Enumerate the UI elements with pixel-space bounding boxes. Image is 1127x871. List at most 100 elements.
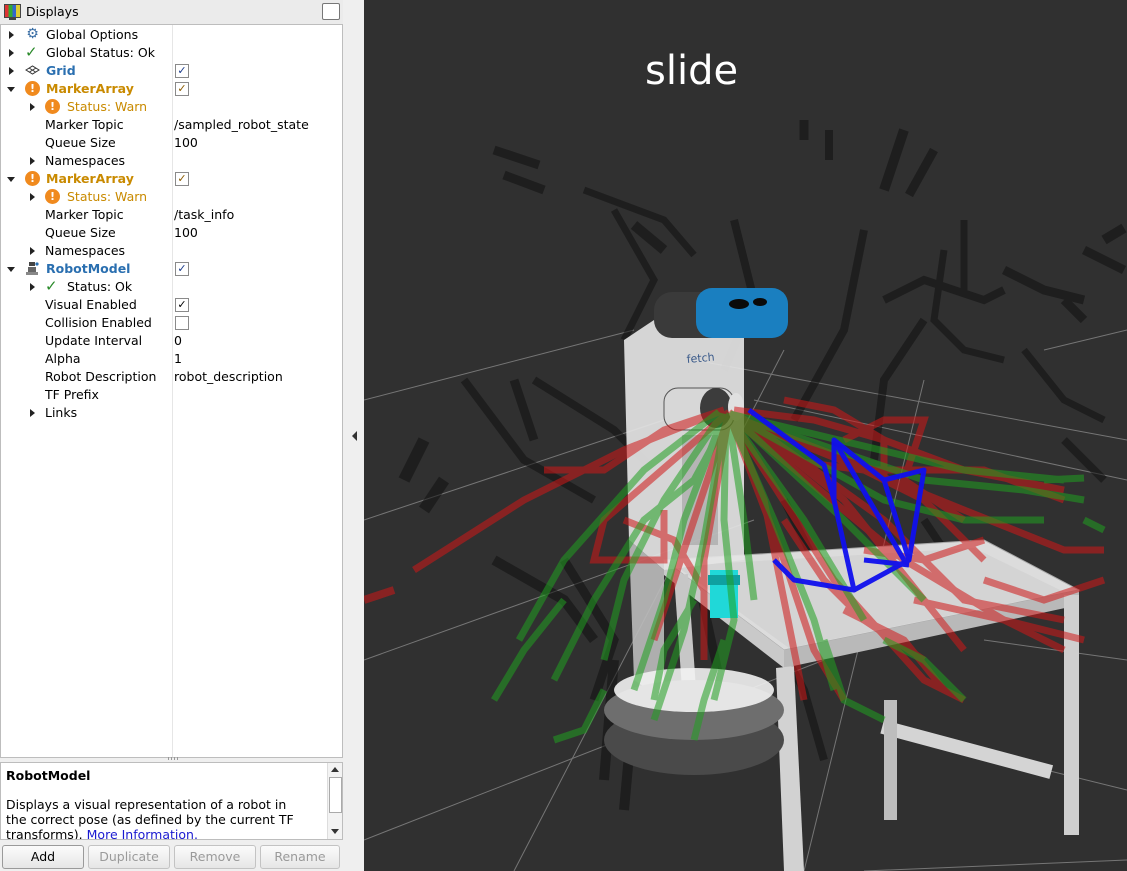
warning-icon: ! [45, 99, 60, 114]
tree-row-markerarray-2[interactable]: ! MarkerArray ✓ [1, 170, 342, 188]
warning-icon: ! [45, 189, 60, 204]
tree-label: Namespaces [45, 243, 126, 258]
displays-tree[interactable]: ⚙ Global Options ✓ Global Status: Ok Gri… [0, 24, 343, 758]
tree-label: MarkerArray [46, 171, 134, 186]
tree-row-global-options[interactable]: ⚙ Global Options [1, 26, 342, 44]
collapse-arrow-icon[interactable] [7, 87, 15, 92]
tree-label: Grid [46, 63, 76, 78]
tree-row-update-interval[interactable]: Update Interval 0 [1, 332, 342, 350]
tree-row-queue-size[interactable]: Queue Size 100 [1, 224, 342, 242]
expand-arrow-icon[interactable] [30, 283, 35, 291]
scroll-thumb[interactable] [329, 777, 342, 813]
displays-panel: Displays ⚙ Global Options ✓ Global Statu… [0, 0, 343, 871]
scene-text-label: slide [645, 48, 739, 94]
tree-label: TF Prefix [45, 387, 99, 402]
expand-arrow-icon[interactable] [30, 157, 35, 165]
tree-label: Global Options [46, 27, 139, 42]
scroll-down-icon[interactable] [331, 829, 339, 834]
tree-row-grid[interactable]: Grid ✓ [1, 62, 342, 80]
tree-label: Status: Warn [67, 99, 148, 114]
tree-row-tf-prefix[interactable]: TF Prefix [1, 386, 342, 404]
tree-row-robotmodel[interactable]: RobotModel ✓ [1, 260, 342, 278]
expand-arrow-icon[interactable] [9, 49, 14, 57]
panel-divider[interactable] [343, 0, 364, 871]
warning-icon: ! [25, 171, 40, 186]
remove-button[interactable]: Remove [174, 845, 256, 869]
marker-topic-value[interactable]: /sampled_robot_state [174, 117, 309, 132]
tree-label: Marker Topic [45, 117, 124, 132]
queue-size-value[interactable]: 100 [174, 225, 198, 240]
warning-icon: ! [25, 81, 40, 96]
update-interval-value[interactable]: 0 [174, 333, 182, 348]
tree-row-marker-topic[interactable]: Marker Topic /task_info [1, 206, 342, 224]
robotmodel-enabled-checkbox[interactable]: ✓ [175, 262, 189, 276]
tree-row-global-status[interactable]: ✓ Global Status: Ok [1, 44, 342, 62]
tree-label: Queue Size [45, 225, 116, 240]
description-body: Displays a visual representation of a ro… [6, 797, 306, 840]
tree-label: Update Interval [45, 333, 143, 348]
robot-description-value[interactable]: robot_description [174, 369, 283, 384]
tree-label: Status: Ok [67, 279, 133, 294]
tree-row-namespaces[interactable]: Namespaces [1, 152, 342, 170]
tree-label: Alpha [45, 351, 81, 366]
tree-row-visual-enabled[interactable]: Visual Enabled ✓ [1, 296, 342, 314]
blue-target-path [747, 407, 927, 593]
render-viewport[interactable]: fetch [364, 0, 1127, 871]
collapse-arrow-icon[interactable] [7, 267, 15, 272]
undock-button[interactable] [322, 3, 340, 20]
rename-button[interactable]: Rename [260, 845, 340, 869]
tree-row-collision-enabled[interactable]: Collision Enabled [1, 314, 342, 332]
tree-row-alpha[interactable]: Alpha 1 [1, 350, 342, 368]
scene-canvas[interactable]: fetch [364, 0, 1127, 871]
marker-topic-value[interactable]: /task_info [174, 207, 235, 222]
more-information-link[interactable]: More Information. [86, 827, 198, 840]
tree-row-marker-topic[interactable]: Marker Topic /sampled_robot_state [1, 116, 342, 134]
collision-enabled-checkbox[interactable] [175, 316, 189, 330]
grid-enabled-checkbox[interactable]: ✓ [175, 64, 189, 78]
tree-row-namespaces[interactable]: Namespaces [1, 242, 342, 260]
expand-arrow-icon[interactable] [30, 193, 35, 201]
expand-arrow-icon[interactable] [30, 247, 35, 255]
expand-arrow-icon[interactable] [9, 67, 14, 75]
add-button[interactable]: Add [2, 845, 84, 869]
tree-label: Marker Topic [45, 207, 124, 222]
red-trajectories [364, 396, 1106, 704]
description-box: RobotModel Displays a visual representat… [0, 762, 343, 840]
queue-size-value[interactable]: 100 [174, 135, 198, 150]
tree-label: Global Status: Ok [46, 45, 155, 60]
tree-row-status-ok[interactable]: ✓ Status: Ok [1, 278, 342, 296]
tree-label: Queue Size [45, 135, 116, 150]
grid-icon [25, 63, 40, 78]
ok-check-icon: ✓ [25, 43, 38, 61]
scroll-up-icon[interactable] [331, 767, 339, 772]
tree-label: Status: Warn [67, 189, 148, 204]
monitor-icon [4, 4, 21, 20]
description-scrollbar[interactable] [327, 763, 342, 839]
displays-header: Displays [0, 0, 343, 24]
expand-arrow-icon[interactable] [30, 409, 35, 417]
displays-title: Displays [26, 4, 79, 19]
fetch-logo: fetch [686, 351, 715, 366]
tree-row-markerarray-1[interactable]: ! MarkerArray ✓ [1, 80, 342, 98]
tree-label: RobotModel [46, 261, 131, 276]
tree-row-robot-description[interactable]: Robot Description robot_description [1, 368, 342, 386]
collapse-arrow-icon[interactable] [7, 177, 15, 182]
tree-row-status-warn[interactable]: ! Status: Warn [1, 188, 342, 206]
duplicate-button[interactable]: Duplicate [88, 845, 170, 869]
tree-row-links[interactable]: Links [1, 404, 342, 422]
description-text: Displays a visual representation of a ro… [6, 797, 294, 840]
tree-row-queue-size[interactable]: Queue Size 100 [1, 134, 342, 152]
collapse-panel-icon[interactable] [352, 431, 357, 441]
expand-arrow-icon[interactable] [30, 103, 35, 111]
markerarray-2-enabled-checkbox[interactable]: ✓ [175, 172, 189, 186]
alpha-value[interactable]: 1 [174, 351, 182, 366]
table-model [662, 539, 1081, 871]
expand-arrow-icon[interactable] [9, 31, 14, 39]
visual-enabled-checkbox[interactable]: ✓ [175, 298, 189, 312]
gear-icon: ⚙ [26, 26, 39, 42]
tree-label: Visual Enabled [45, 297, 137, 312]
markerarray-1-enabled-checkbox[interactable]: ✓ [175, 82, 189, 96]
panel-splitter-handle[interactable] [168, 757, 180, 760]
tree-row-status-warn[interactable]: ! Status: Warn [1, 98, 342, 116]
tree-label: MarkerArray [46, 81, 134, 96]
